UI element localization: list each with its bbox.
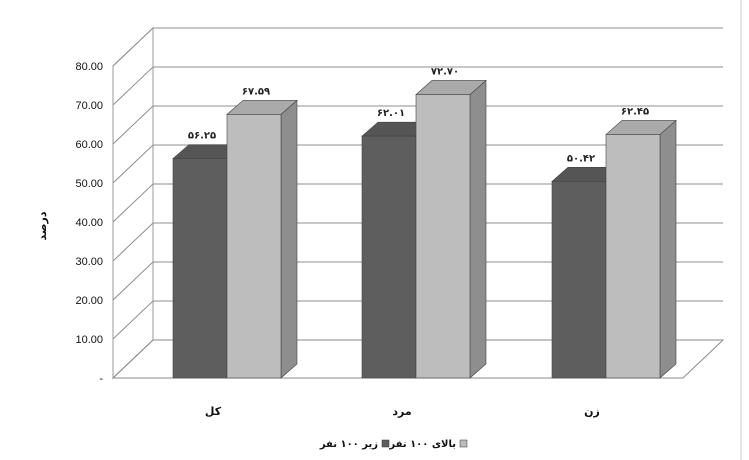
- y-tick-label: 40.00: [75, 217, 103, 229]
- y-tick-label: -: [99, 373, 103, 385]
- legend-label: بالای ۱۰۰ نفر: [388, 439, 456, 450]
- bar-front: [226, 114, 282, 379]
- data-label: ۷۲.۷۰: [431, 66, 459, 77]
- legend-label: زیر ۱۰۰ نفر: [319, 439, 378, 450]
- data-label: ۶۷.۵۹: [242, 86, 270, 97]
- x-tick-label: مرد: [392, 405, 411, 418]
- bar: [226, 99, 298, 379]
- data-label: ۵۰.۴۲: [567, 153, 595, 164]
- gridline: [112, 105, 723, 145]
- bar-front: [172, 158, 228, 379]
- bar-front: [415, 94, 471, 379]
- y-axis: - 10.00 20.00 30.00 40.00 50.00 60.00 70.00 80.0…: [75, 61, 114, 385]
- y-tick-label: 10.00: [75, 334, 103, 346]
- y-tick-label: 30.00: [75, 256, 103, 268]
- bar-front: [605, 134, 661, 379]
- gridline: [112, 222, 723, 262]
- data-labels: ۵۶.۲۵ ۶۷.۵۹ ۶۲.۰۱ ۷۲.۷۰ ۵۰.۴۲ ۶۲.۴۵: [188, 66, 649, 164]
- y-tick-label: 20.00: [75, 295, 103, 307]
- bar-front: [551, 181, 607, 379]
- bar-side: [469, 79, 487, 379]
- legend-swatch: [459, 439, 468, 448]
- bar-front: [361, 135, 417, 379]
- bars: [172, 79, 677, 379]
- legend: بالای ۱۰۰ نفر زیر ۱۰۰ نفر: [319, 439, 468, 450]
- x-axis: کل مرد زن: [205, 405, 600, 418]
- data-label: ۶۲.۴۵: [621, 106, 649, 117]
- gridline: [112, 27, 723, 67]
- gridlines: [111, 26, 725, 380]
- data-label: ۶۲.۰۱: [377, 108, 405, 119]
- legend-swatch: [381, 439, 390, 448]
- x-tick-label: کل: [205, 405, 222, 418]
- y-tick-label: 50.00: [75, 178, 103, 190]
- bar: [605, 119, 677, 379]
- bar-side: [280, 99, 298, 379]
- gridline: [112, 261, 723, 301]
- x-tick-label: زن: [584, 405, 600, 418]
- data-label: ۵۶.۲۵: [188, 131, 216, 142]
- y-axis-label: درصد: [36, 211, 49, 240]
- y-tick-label: 60.00: [75, 139, 103, 151]
- y-tick-label: 80.00: [75, 61, 103, 73]
- y-tick-label: 70.00: [75, 100, 103, 112]
- bar: [415, 79, 487, 379]
- gridline: [112, 144, 723, 184]
- bar-side: [659, 119, 677, 379]
- gridline: [112, 183, 723, 223]
- floor: [111, 339, 725, 379]
- gridline: [112, 66, 723, 106]
- gridline: [112, 300, 723, 340]
